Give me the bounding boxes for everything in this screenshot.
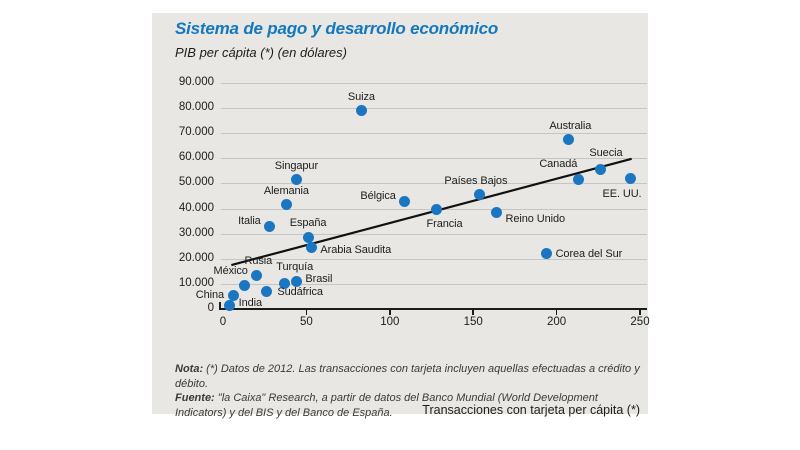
point-dot-rusia (250, 269, 262, 281)
point-label-italia: Italia (238, 215, 261, 228)
y-tick-label: 80.000 (178, 101, 214, 114)
point-label-china: China (195, 289, 224, 302)
point-dot-reino-unido (491, 206, 503, 218)
plot-area: 0 10.000 20.000 30.000 40.000 50.000 60.000 70.… (179, 76, 650, 328)
point-label-brasil: Brasil (305, 273, 333, 286)
point-dot-canada (572, 174, 584, 186)
point-label-canada: Canadá (539, 157, 578, 170)
y-tick-label: 40.000 (178, 201, 214, 214)
y-tick-label: 60.000 (178, 151, 214, 164)
point-dot-turquia (279, 278, 291, 290)
y-tick-label: 70.000 (178, 126, 214, 139)
point-dot-francia (431, 204, 442, 216)
x-tick-label: 150 (463, 316, 483, 328)
nota-text: (*) Datos de 2012. Las transacciones con… (175, 363, 640, 390)
point-label-belgica: Bélgica (360, 190, 396, 203)
y-tick-label: 90.000 (178, 76, 214, 88)
chart-title: Sistema de pago y desarrollo económico (175, 19, 499, 38)
x-tick-label: 200 (547, 316, 567, 328)
point-label-sudafrica: Sudáfrica (277, 286, 323, 299)
point-dot-corea-del-sur (541, 248, 553, 260)
x-tick-label: 100 (380, 316, 400, 328)
point-label-ee-uu: EE. UU. (602, 188, 642, 201)
point-label-espana: España (289, 217, 327, 230)
point-dot-arabia-saudita (305, 242, 317, 253)
point-label-turquia: Turquía (276, 260, 314, 273)
point-label-arabia-saudita: Arabia Saudita (320, 244, 392, 257)
point-dot-brasil (290, 275, 302, 287)
y-tick-label: 20.000 (178, 251, 214, 264)
chart-subtitle: PIB per cápita (*) (en dólares) (175, 45, 347, 60)
x-tick (555, 310, 558, 315)
point-dot-india (224, 299, 236, 311)
chart-panel: Sistema de pago y desarrollo económico P… (152, 13, 650, 419)
point-dot-singapur (290, 174, 302, 186)
point-dot-belgica (399, 195, 411, 207)
y-tick-label: 10.000 (178, 276, 214, 289)
point-dot-sudafrica (260, 285, 272, 297)
point-label-corea-del-sur: Corea del Sur (555, 247, 623, 260)
point-label-francia: Francia (426, 217, 463, 230)
point-dot-suecia (594, 164, 606, 176)
fuente-label: Fuente: (175, 392, 215, 405)
point-dot-espana (302, 231, 314, 243)
x-tick (389, 310, 391, 315)
y-gridline (221, 233, 647, 235)
x-tick-label: 50 (299, 316, 313, 328)
fuente-line: Fuente: "la Caixa" Research, a partir de… (175, 391, 641, 420)
y-tick-label: 0 (207, 302, 214, 314)
x-axis-stub (219, 302, 221, 309)
point-label-singapur: Singapur (274, 159, 319, 172)
point-dot-italia (264, 220, 276, 232)
x-tick (472, 310, 474, 315)
point-dot-alemania (280, 199, 292, 211)
x-tick-label: 250 (630, 316, 650, 328)
point-dot-mexico (239, 279, 251, 291)
point-dot-china (227, 289, 239, 301)
y-gridline (221, 258, 647, 260)
y-gridline (221, 133, 647, 135)
y-tick-label: 30.000 (178, 226, 214, 239)
y-gridline (221, 83, 647, 84)
point-label-alemania: Alemania (263, 184, 309, 197)
notes-block: Nota: (*) Datos de 2012. Las transaccion… (175, 362, 641, 420)
point-label-mexico: México (213, 265, 248, 278)
point-label-paises-bajos: Países Bajos (444, 174, 508, 187)
y-gridline (221, 283, 647, 285)
point-label-india: India (238, 297, 263, 310)
y-gridline (221, 108, 647, 110)
point-label-australia: Australia (549, 119, 592, 132)
y-tick-label: 50.000 (178, 176, 214, 189)
point-dot-ee-uu (624, 172, 636, 184)
point-dot-australia (562, 134, 574, 145)
point-label-reino-unido: Reino Unido (505, 213, 566, 226)
point-dot-paises-bajos (474, 189, 486, 201)
point-dot-suiza (355, 105, 367, 117)
point-label-suecia: Suecia (589, 146, 623, 159)
fuente-text: "la Caixa" Research, a partir de datos d… (175, 392, 598, 419)
x-tick-label: 0 (219, 316, 227, 328)
nota-line: Nota: (*) Datos de 2012. Las transaccion… (175, 362, 641, 391)
x-axis-title: Transacciones con tarjeta per cápita (*) (422, 403, 640, 417)
x-tick (305, 310, 308, 315)
x-tick (639, 310, 641, 315)
point-label-suiza: Suiza (347, 90, 375, 103)
y-gridline (221, 183, 647, 185)
x-axis-line (219, 308, 647, 310)
nota-label: Nota: (175, 363, 204, 375)
y-gridline (221, 158, 647, 160)
point-label-rusia: Rusia (244, 255, 273, 268)
